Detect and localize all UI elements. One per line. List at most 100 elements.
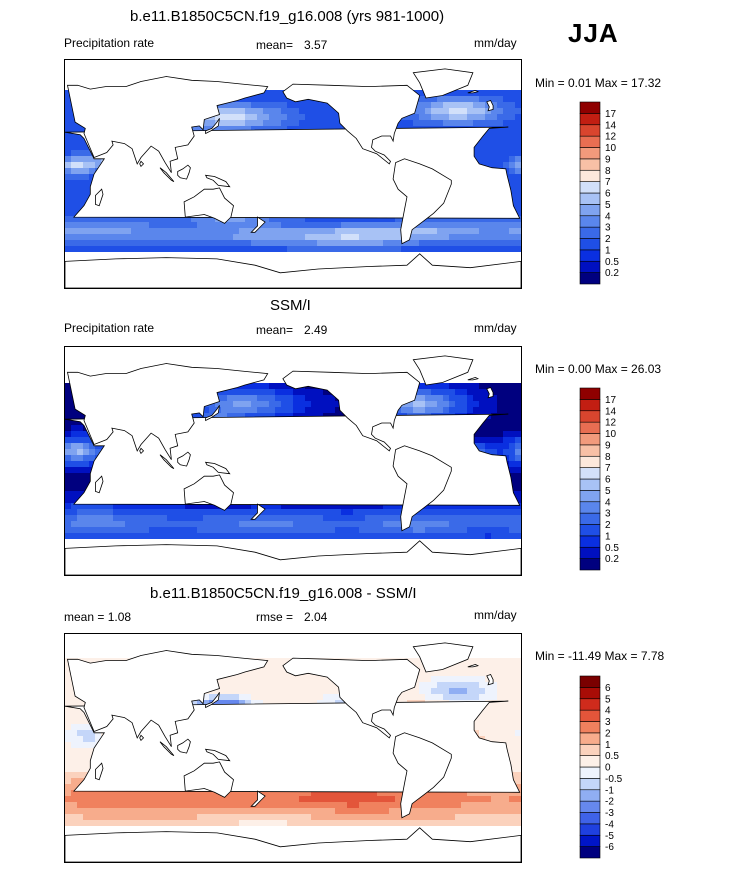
field-cell bbox=[101, 216, 107, 222]
field-cell bbox=[179, 234, 185, 240]
field-cell bbox=[317, 694, 323, 700]
field-cell bbox=[305, 682, 311, 688]
field-cell bbox=[155, 240, 161, 246]
field-cell bbox=[167, 509, 173, 515]
field-cell bbox=[515, 700, 521, 706]
field-cell bbox=[329, 395, 335, 401]
field-cell bbox=[101, 509, 107, 515]
field-cell bbox=[497, 395, 503, 401]
field-cell bbox=[467, 670, 473, 676]
field-cell bbox=[413, 246, 419, 252]
field-cell bbox=[329, 533, 335, 539]
field-cell bbox=[197, 503, 203, 509]
field-cell bbox=[179, 503, 185, 509]
field-cell bbox=[431, 216, 437, 222]
field-cell bbox=[83, 240, 89, 246]
field-cell bbox=[269, 515, 275, 521]
field-cell bbox=[329, 401, 335, 407]
field-cell bbox=[269, 120, 275, 126]
field-cell bbox=[509, 509, 515, 515]
field-cell bbox=[299, 503, 305, 509]
field-cell bbox=[263, 413, 269, 419]
field-cell bbox=[371, 222, 377, 228]
field-cell bbox=[275, 515, 281, 521]
field-cell bbox=[263, 407, 269, 413]
field-cell bbox=[77, 156, 83, 162]
field-cell bbox=[413, 407, 419, 413]
field-cell bbox=[461, 120, 467, 126]
field-cell bbox=[425, 389, 431, 395]
field-cell bbox=[503, 503, 509, 509]
field-cell bbox=[509, 174, 515, 180]
field-cell bbox=[455, 120, 461, 126]
field-cell bbox=[155, 533, 161, 539]
field-cell bbox=[323, 688, 329, 694]
field-cell bbox=[83, 150, 89, 156]
field-cell bbox=[359, 216, 365, 222]
field-cell bbox=[323, 246, 329, 252]
field-cell bbox=[263, 521, 269, 527]
field-cell bbox=[191, 234, 197, 240]
field-cell bbox=[479, 228, 485, 234]
field-cell bbox=[95, 222, 101, 228]
field-cell bbox=[251, 246, 257, 252]
field-cell bbox=[269, 246, 275, 252]
field-cell bbox=[95, 228, 101, 234]
field-cell bbox=[443, 694, 449, 700]
field-cell bbox=[197, 234, 203, 240]
field-cell bbox=[461, 108, 467, 114]
field-cell bbox=[335, 240, 341, 246]
field-cell bbox=[329, 120, 335, 126]
field-cell bbox=[509, 186, 515, 192]
field-cell bbox=[419, 114, 425, 120]
field-cell bbox=[503, 437, 509, 443]
field-cell bbox=[293, 688, 299, 694]
field-cell bbox=[233, 120, 239, 126]
field-cell bbox=[503, 120, 509, 126]
field-cell bbox=[479, 395, 485, 401]
field-cell bbox=[497, 443, 503, 449]
field-cell bbox=[77, 491, 83, 497]
field-cell bbox=[515, 461, 521, 467]
field-cell bbox=[449, 90, 455, 96]
field-cell bbox=[251, 120, 257, 126]
field-cell bbox=[275, 102, 281, 108]
field-cell bbox=[95, 234, 101, 240]
field-cell bbox=[497, 718, 503, 724]
field-cell bbox=[203, 216, 209, 222]
continent-outline bbox=[392, 445, 452, 532]
field-cell bbox=[77, 533, 83, 539]
field-cell bbox=[491, 144, 497, 150]
field-cell bbox=[197, 521, 203, 527]
field-cell bbox=[197, 413, 203, 419]
field-cell bbox=[341, 533, 347, 539]
field-cell bbox=[503, 658, 509, 664]
field-cell bbox=[305, 413, 311, 419]
field-cell bbox=[437, 688, 443, 694]
field-cell bbox=[167, 503, 173, 509]
field-cell bbox=[479, 156, 485, 162]
field-cell bbox=[413, 521, 419, 527]
field-cell bbox=[239, 240, 245, 246]
field-cell bbox=[491, 240, 497, 246]
field-cell bbox=[413, 515, 419, 521]
field-cell bbox=[485, 437, 491, 443]
field-cell bbox=[83, 186, 89, 192]
field-cell bbox=[191, 533, 197, 539]
field-cell bbox=[443, 222, 449, 228]
field-cell bbox=[215, 240, 221, 246]
field-cell bbox=[419, 228, 425, 234]
field-cell bbox=[227, 694, 233, 700]
field-cell bbox=[263, 509, 269, 515]
field-cell bbox=[131, 228, 137, 234]
field-cell bbox=[71, 437, 77, 443]
field-cell bbox=[461, 503, 467, 509]
field-cell bbox=[77, 479, 83, 485]
field-cell bbox=[389, 527, 395, 533]
field-cell bbox=[515, 192, 521, 198]
field-cell bbox=[395, 240, 401, 246]
field-cell bbox=[125, 216, 131, 222]
field-cell bbox=[467, 688, 473, 694]
field-cell bbox=[65, 144, 71, 150]
field-cell bbox=[131, 234, 137, 240]
